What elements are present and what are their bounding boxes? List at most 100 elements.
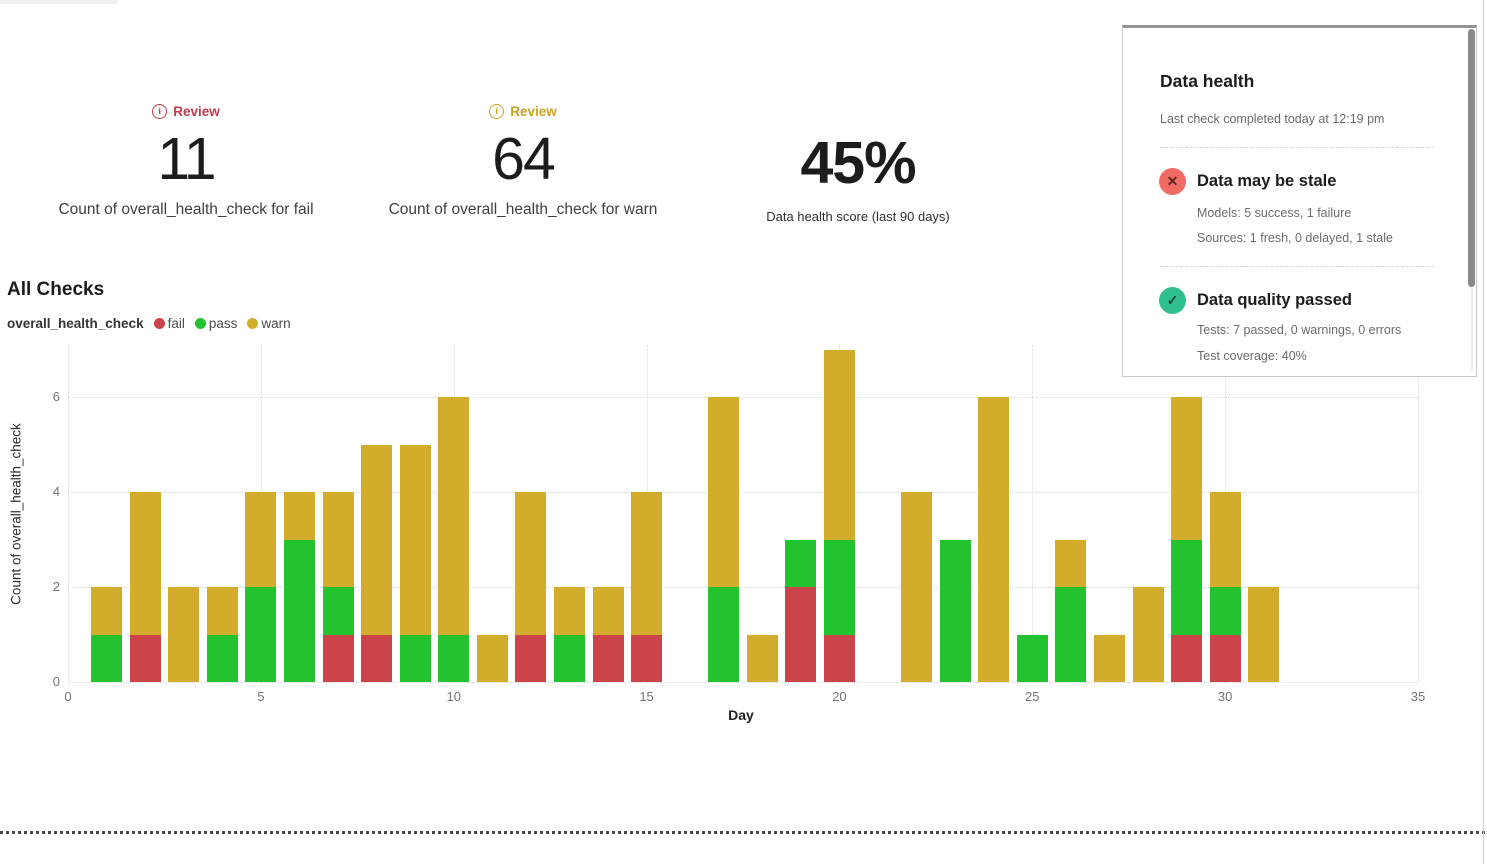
- panel-scrollbar-thumb[interactable]: [1468, 29, 1475, 287]
- legend-item-pass[interactable]: pass: [194, 316, 237, 331]
- legend-series-name: overall_health_check: [7, 316, 144, 331]
- bar-day-25-pass[interactable]: [1016, 634, 1048, 682]
- kpi-warn-count: i Review 64 Count of overall_health_chec…: [363, 101, 683, 222]
- bar-day-7-pass[interactable]: [322, 587, 354, 635]
- bar-day-10-pass[interactable]: [438, 634, 470, 682]
- bar-day-13-pass[interactable]: [553, 634, 585, 682]
- bar-day-8-warn[interactable]: [361, 444, 393, 635]
- bar-day-9-warn[interactable]: [399, 444, 431, 635]
- bar-day-1-warn[interactable]: [91, 587, 123, 635]
- y-tick-4: 4: [52, 484, 60, 499]
- bar-day-5-pass[interactable]: [245, 587, 277, 682]
- review-badge-warn[interactable]: i Review: [489, 104, 557, 120]
- bottom-dotted-divider: [0, 831, 1487, 834]
- bar-day-31-warn[interactable]: [1248, 587, 1280, 682]
- bar-day-29-pass[interactable]: [1171, 539, 1203, 635]
- bar-day-10-warn[interactable]: [438, 397, 470, 635]
- x-tick-10: 10: [446, 689, 461, 704]
- bar-day-6-pass[interactable]: [283, 539, 315, 682]
- bar-day-11-warn[interactable]: [476, 634, 508, 682]
- x-tick-30: 30: [1217, 689, 1233, 704]
- bar-day-4-warn[interactable]: [206, 587, 238, 635]
- bar-day-24-warn[interactable]: [978, 397, 1010, 682]
- x-tick-5: 5: [257, 689, 265, 704]
- bar-day-22-warn[interactable]: [901, 492, 933, 682]
- x-tick-0: 0: [64, 689, 72, 704]
- stale-sources-line: Sources: 1 fresh, 0 delayed, 1 stale: [1197, 231, 1393, 245]
- legend-label-warn: warn: [261, 316, 291, 331]
- bar-day-18-warn[interactable]: [746, 634, 778, 682]
- bar-day-23-pass[interactable]: [939, 539, 971, 682]
- kpi-label-fail: Count of overall_health_check for fail: [58, 201, 314, 219]
- y-axis-label: Count of overall_health_check: [8, 423, 24, 605]
- bar-day-4-pass[interactable]: [206, 634, 238, 682]
- bar-day-3-warn[interactable]: [168, 587, 200, 682]
- review-badge-label: Review: [510, 104, 557, 120]
- bar-day-30-pass[interactable]: [1209, 587, 1241, 635]
- bar-day-5-warn[interactable]: [245, 492, 277, 587]
- legend-item-warn[interactable]: warn: [247, 316, 291, 331]
- bar-day-20-pass[interactable]: [823, 539, 855, 635]
- bar-day-20-fail[interactable]: [823, 634, 855, 682]
- y-tick-6: 6: [52, 389, 60, 404]
- panel-title: Data health: [1160, 71, 1255, 91]
- stale-status-title: Data may be stale: [1197, 172, 1337, 190]
- kpi-value-warn: 64: [492, 126, 556, 193]
- bar-day-15-warn[interactable]: [631, 492, 663, 635]
- x-tick-20: 20: [832, 689, 847, 704]
- bar-day-2-warn[interactable]: [129, 492, 161, 635]
- bar-day-2-fail[interactable]: [129, 634, 161, 682]
- bar-day-6-warn[interactable]: [283, 492, 315, 540]
- bar-day-26-warn[interactable]: [1055, 539, 1087, 587]
- bar-day-12-fail[interactable]: [515, 634, 547, 682]
- kpi-label-warn: Count of overall_health_check for warn: [388, 201, 658, 219]
- review-badge-label: Review: [173, 104, 220, 120]
- kpi-health-score: 45% Data health score (last 90 days): [698, 123, 1018, 229]
- gridline-x-35: [1418, 345, 1419, 683]
- bar-day-12-warn[interactable]: [515, 492, 547, 635]
- bar-day-15-fail[interactable]: [631, 634, 663, 682]
- kpi-value-score: 45%: [800, 130, 916, 196]
- panel-divider: [1160, 266, 1434, 267]
- bar-day-29-warn[interactable]: [1171, 397, 1203, 540]
- top-edge-strip: [0, 0, 118, 4]
- review-badge-fail[interactable]: i Review: [152, 104, 220, 120]
- bar-day-7-warn[interactable]: [322, 492, 354, 587]
- legend-dot-pass: [194, 318, 206, 329]
- y-tick-0: 0: [52, 674, 60, 689]
- gridline-y-2: [68, 587, 1419, 588]
- bar-day-7-fail[interactable]: [322, 634, 354, 682]
- bar-day-28-warn[interactable]: [1132, 587, 1164, 682]
- gridline-y-0: [68, 682, 1419, 683]
- bar-day-17-warn[interactable]: [708, 397, 740, 587]
- bar-day-13-warn[interactable]: [553, 587, 585, 635]
- bar-day-14-warn[interactable]: [592, 587, 624, 635]
- stale-models-line: Models: 5 success, 1 failure: [1197, 206, 1352, 220]
- bar-day-8-fail[interactable]: [361, 634, 393, 682]
- bar-day-19-fail[interactable]: [785, 587, 817, 682]
- bar-day-30-warn[interactable]: [1209, 492, 1241, 587]
- x-axis-label: Day: [728, 707, 754, 723]
- quality-tests-line: Tests: 7 passed, 0 warnings, 0 errors: [1197, 323, 1402, 337]
- legend-dot-warn: [247, 318, 259, 329]
- bar-day-29-fail[interactable]: [1171, 634, 1203, 682]
- bar-day-30-fail[interactable]: [1209, 634, 1241, 682]
- bar-day-26-pass[interactable]: [1055, 587, 1087, 682]
- legend-dot-fail: [153, 318, 165, 329]
- bar-day-17-pass[interactable]: [708, 587, 740, 682]
- kpi-label-score: Data health score (last 90 days): [766, 209, 950, 224]
- gridline-y-6: [68, 397, 1419, 398]
- bar-day-14-fail[interactable]: [592, 634, 624, 682]
- window-right-edge: [1483, 0, 1484, 864]
- quality-coverage-line: Test coverage: 40%: [1197, 349, 1307, 363]
- y-tick-2: 2: [52, 579, 60, 594]
- legend-item-fail[interactable]: fail: [153, 316, 185, 331]
- bar-day-9-pass[interactable]: [399, 634, 431, 682]
- info-icon: i: [489, 104, 505, 120]
- bar-day-1-pass[interactable]: [91, 634, 123, 682]
- bar-day-20-warn[interactable]: [823, 349, 855, 540]
- bar-day-27-warn[interactable]: [1093, 634, 1125, 682]
- bar-day-19-pass[interactable]: [785, 539, 817, 587]
- info-icon: i: [152, 104, 168, 120]
